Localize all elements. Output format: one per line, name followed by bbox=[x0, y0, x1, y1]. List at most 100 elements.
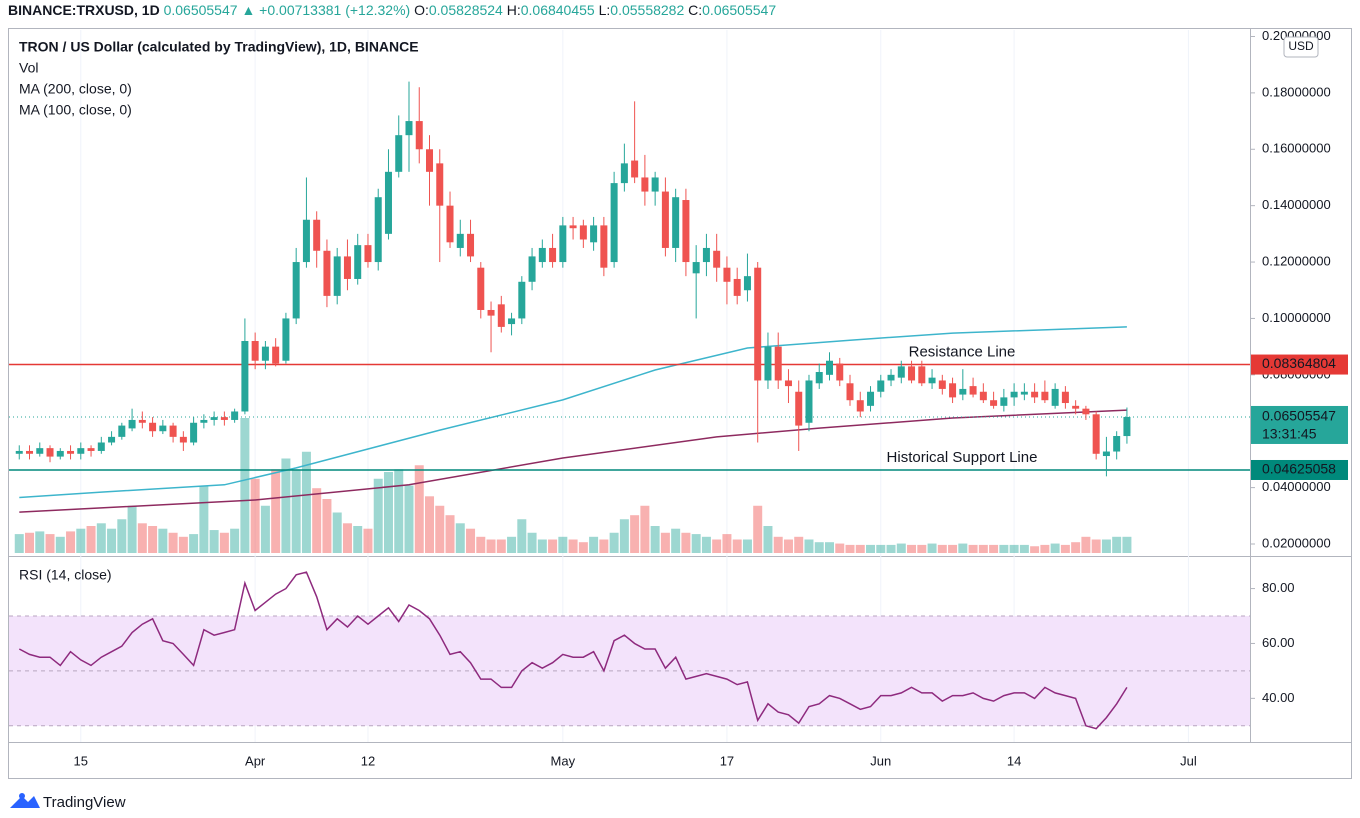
candle-body bbox=[1061, 391, 1069, 404]
volume-bar bbox=[230, 528, 240, 553]
candle-body bbox=[897, 366, 905, 378]
volume-bar bbox=[876, 544, 886, 553]
candle-body bbox=[210, 417, 218, 420]
volume-bar bbox=[332, 512, 342, 553]
candle-body bbox=[477, 267, 485, 310]
x-tick-label: Jul bbox=[1180, 753, 1197, 768]
volume-bar bbox=[609, 532, 619, 553]
candle-body bbox=[118, 425, 126, 437]
volume-bar bbox=[712, 539, 722, 553]
chart-title: TRON / US Dollar (calculated by TradingV… bbox=[19, 39, 419, 55]
volume-bar bbox=[701, 536, 711, 553]
volume-bar bbox=[558, 536, 568, 553]
candle-body bbox=[620, 163, 628, 184]
candle-body bbox=[836, 363, 844, 381]
candle-body bbox=[108, 436, 116, 443]
candle-body bbox=[723, 267, 731, 282]
volume-bar bbox=[671, 528, 681, 553]
candle-body bbox=[149, 422, 157, 432]
price-tag-label: 0.08364804 bbox=[1262, 355, 1336, 371]
volume-bar bbox=[209, 530, 219, 553]
volume-bar bbox=[342, 523, 352, 553]
candle-body bbox=[436, 163, 444, 206]
candle-body bbox=[518, 281, 526, 319]
candle-body bbox=[569, 225, 577, 229]
volume-bar bbox=[968, 544, 978, 553]
candle-body bbox=[487, 309, 495, 316]
volume-bar bbox=[896, 543, 906, 553]
line-label: Resistance Line bbox=[909, 344, 1016, 361]
volume-bar bbox=[763, 526, 773, 553]
candle-body bbox=[26, 450, 34, 454]
countdown: 13:31:45 bbox=[1262, 426, 1317, 442]
candle-body bbox=[549, 247, 557, 263]
candle-body bbox=[77, 448, 85, 454]
candle-body bbox=[261, 346, 269, 361]
volume-bar bbox=[989, 544, 999, 553]
volume-bar bbox=[250, 478, 260, 553]
candle-body bbox=[15, 450, 23, 454]
volume-bar bbox=[435, 505, 445, 553]
candle-body bbox=[138, 419, 146, 423]
candle-body bbox=[354, 245, 362, 279]
y-tick-label: 0.02000000 bbox=[1262, 535, 1331, 550]
volume-bar bbox=[517, 519, 527, 553]
ohlc-value: 0.05828524 bbox=[428, 2, 503, 18]
volume-bar bbox=[1050, 543, 1060, 553]
volume-bar bbox=[917, 544, 927, 553]
volume-bar bbox=[137, 523, 147, 553]
candle-body bbox=[590, 225, 598, 243]
y-tick-label: 80.00 bbox=[1262, 580, 1295, 595]
volume-bar bbox=[76, 528, 86, 553]
volume-bar bbox=[353, 526, 363, 553]
candle-body bbox=[282, 318, 290, 361]
y-tick-label: 0.18000000 bbox=[1262, 84, 1331, 99]
volume-bar bbox=[25, 532, 35, 553]
volume-bar bbox=[281, 458, 291, 553]
ohlc-key: L: bbox=[598, 2, 611, 18]
volume-bar bbox=[599, 539, 609, 553]
price-tag-label: 0.06505547 bbox=[1262, 408, 1336, 424]
volume-bar bbox=[445, 515, 455, 553]
candle-body bbox=[231, 411, 239, 420]
volume-bar bbox=[630, 515, 640, 553]
candle-body bbox=[456, 233, 464, 248]
candle-body bbox=[190, 422, 198, 443]
volume-bar bbox=[886, 544, 896, 553]
volume-bar bbox=[937, 544, 947, 553]
volume-bar bbox=[948, 544, 958, 553]
volume-bar bbox=[466, 528, 476, 553]
volume-bar bbox=[537, 539, 547, 553]
volume-bar bbox=[568, 539, 578, 553]
volume-bar bbox=[1081, 536, 1091, 553]
moving-average bbox=[19, 326, 1127, 499]
candle-body bbox=[97, 442, 105, 451]
candle-body bbox=[169, 425, 177, 437]
volume-bar bbox=[96, 523, 106, 553]
volume-bar bbox=[394, 469, 404, 553]
volume-bar bbox=[660, 532, 670, 553]
candle-body bbox=[36, 448, 44, 454]
candle-body bbox=[805, 380, 813, 423]
candle-body bbox=[661, 191, 669, 248]
ohlc-value: 0.06840455 bbox=[520, 2, 595, 18]
candle-body bbox=[313, 219, 321, 251]
y-tick-label: 0.14000000 bbox=[1262, 197, 1331, 212]
volume-bar bbox=[414, 465, 424, 553]
candle-body bbox=[846, 383, 854, 401]
candle-body bbox=[1113, 436, 1121, 452]
currency-label: USD bbox=[1288, 39, 1314, 53]
volume-bar bbox=[219, 532, 229, 553]
moving-average bbox=[19, 409, 1127, 513]
volume-bar bbox=[548, 539, 558, 553]
candle-body bbox=[220, 417, 228, 420]
y-tick-label: 0.16000000 bbox=[1262, 141, 1331, 156]
volume-bar bbox=[1019, 544, 1029, 553]
volume-bar bbox=[189, 534, 199, 553]
x-tick-label: Jun bbox=[870, 753, 891, 768]
volume-bar bbox=[66, 531, 76, 553]
candle-body bbox=[877, 380, 885, 392]
rsi-line bbox=[18, 571, 1128, 730]
candle-body bbox=[918, 366, 926, 384]
